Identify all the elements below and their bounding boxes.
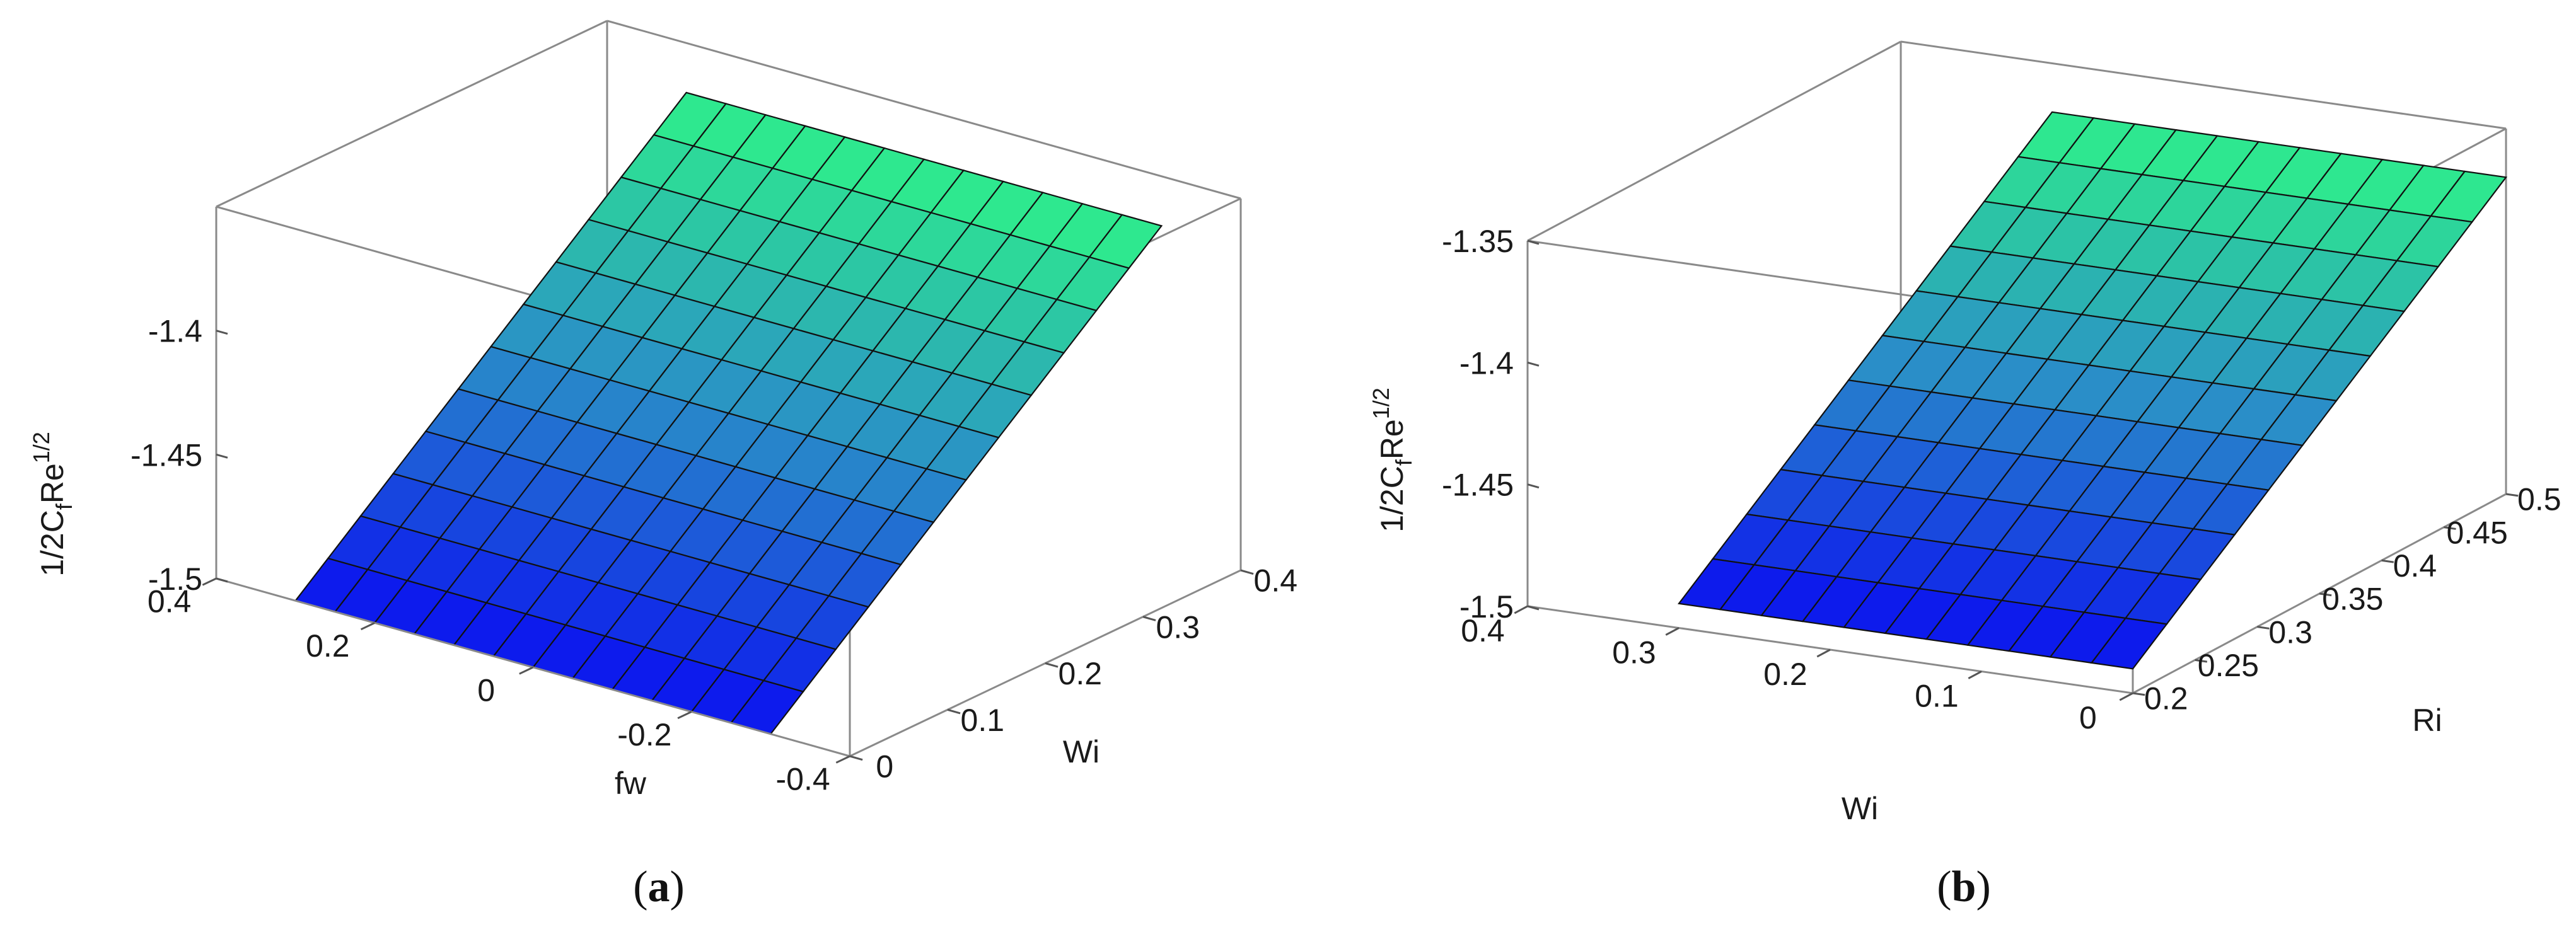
box-edge	[1900, 40, 2507, 130]
x-tick-label: 0.4	[1461, 613, 1505, 648]
x-tick	[360, 622, 375, 631]
z-tick-label: -1.45	[1442, 468, 1514, 503]
y-tick-label: 0.3	[1156, 609, 1200, 645]
y-axis-label: Wi	[1063, 734, 1099, 769]
y-tick	[2381, 559, 2394, 563]
x-tick-label: 0.2	[1763, 657, 1807, 692]
z-tick	[1527, 361, 1540, 367]
z-axis-label: 1/2CfRe1/2	[1368, 388, 1417, 532]
x-tick	[1665, 627, 1680, 636]
x-tick-label: 0.2	[306, 628, 350, 664]
y-tick-label: 0.2	[2144, 681, 2188, 716]
y-tick	[1142, 616, 1156, 621]
y-tick	[947, 708, 961, 715]
z-tick	[1527, 605, 1540, 611]
box-edge	[216, 20, 608, 208]
surface	[294, 91, 1163, 735]
x-tick	[1514, 605, 1528, 614]
x-tick	[677, 711, 692, 720]
y-tick	[2132, 692, 2145, 696]
x-tick-label: -0.4	[776, 761, 830, 797]
z-tick	[216, 330, 228, 335]
z-tick-label: -1.4	[1459, 345, 1514, 381]
x-tick	[2119, 692, 2133, 701]
x-tick-label: 0.3	[1612, 635, 1656, 670]
panel-label-a: (a)	[633, 863, 685, 911]
z-tick-label: -1.35	[1442, 224, 1514, 259]
z-axis-label: 1/2CfRe1/2	[28, 432, 77, 577]
surface-patch	[1677, 558, 1756, 611]
z-tick-label: -1.45	[131, 437, 202, 473]
z-tick-label: -1.5	[148, 561, 202, 597]
z-tick	[216, 453, 228, 459]
z-tick	[1527, 239, 1540, 245]
box-edge	[1527, 40, 1901, 242]
x-tick	[202, 577, 217, 586]
x-axis-label: fw	[615, 766, 647, 801]
z-tick-label: -1.5	[1459, 589, 1514, 624]
x-axis-label: Wi	[1842, 791, 1878, 826]
y-tick-label: 0.4	[2393, 548, 2437, 584]
y-tick	[2444, 526, 2456, 530]
y-tick	[849, 755, 863, 761]
x-tick	[1968, 670, 1982, 679]
y-tick-label: 0.3	[2268, 614, 2312, 650]
box-edge	[606, 20, 1241, 200]
x-tick	[835, 755, 850, 764]
x-tick-label: 0.4	[148, 584, 192, 619]
y-tick	[1045, 662, 1059, 668]
x-tick-label: 0.1	[1915, 678, 1959, 713]
z-tick-label: -1.4	[148, 314, 202, 349]
surface-plot-b: 0.4 0.3 0.2 0.1 0 0.2 0.25 0.3 0.35 0.4 0.45 0.5 -1.…	[1368, 40, 2561, 826]
x-tick	[519, 666, 534, 675]
y-tick-label: 0.5	[2517, 482, 2561, 517]
x-tick	[1816, 648, 1831, 658]
surface	[1677, 111, 2508, 670]
z-tick	[216, 577, 228, 583]
y-tick	[2505, 493, 2519, 497]
y-tick-label: 0.25	[2198, 648, 2259, 683]
y-axis-label: Ri	[2412, 703, 2442, 738]
y-tick-label: 0.1	[961, 703, 1005, 738]
y-tick-label: 0.2	[1059, 656, 1103, 691]
x-tick-label: 0	[477, 672, 495, 708]
y-tick	[2319, 592, 2332, 597]
z-tick	[1527, 483, 1540, 489]
y-tick-label: 0.45	[2446, 515, 2507, 550]
y-tick-label: 0.4	[1254, 563, 1298, 599]
y-tick	[2195, 659, 2208, 663]
y-tick	[2257, 626, 2270, 630]
y-tick	[1240, 569, 1254, 575]
panel-label-b: (b)	[1937, 863, 1991, 911]
y-tick-label: 0	[876, 749, 893, 785]
surface-plot-a: 0.40.20-0.2-0.4 00.10.20.30.4-1.5-1.45-1.…	[28, 20, 1298, 801]
y-tick-label: 0.35	[2322, 582, 2383, 617]
x-tick-label: 0	[2079, 700, 2097, 735]
x-tick-label: -0.2	[617, 717, 671, 752]
